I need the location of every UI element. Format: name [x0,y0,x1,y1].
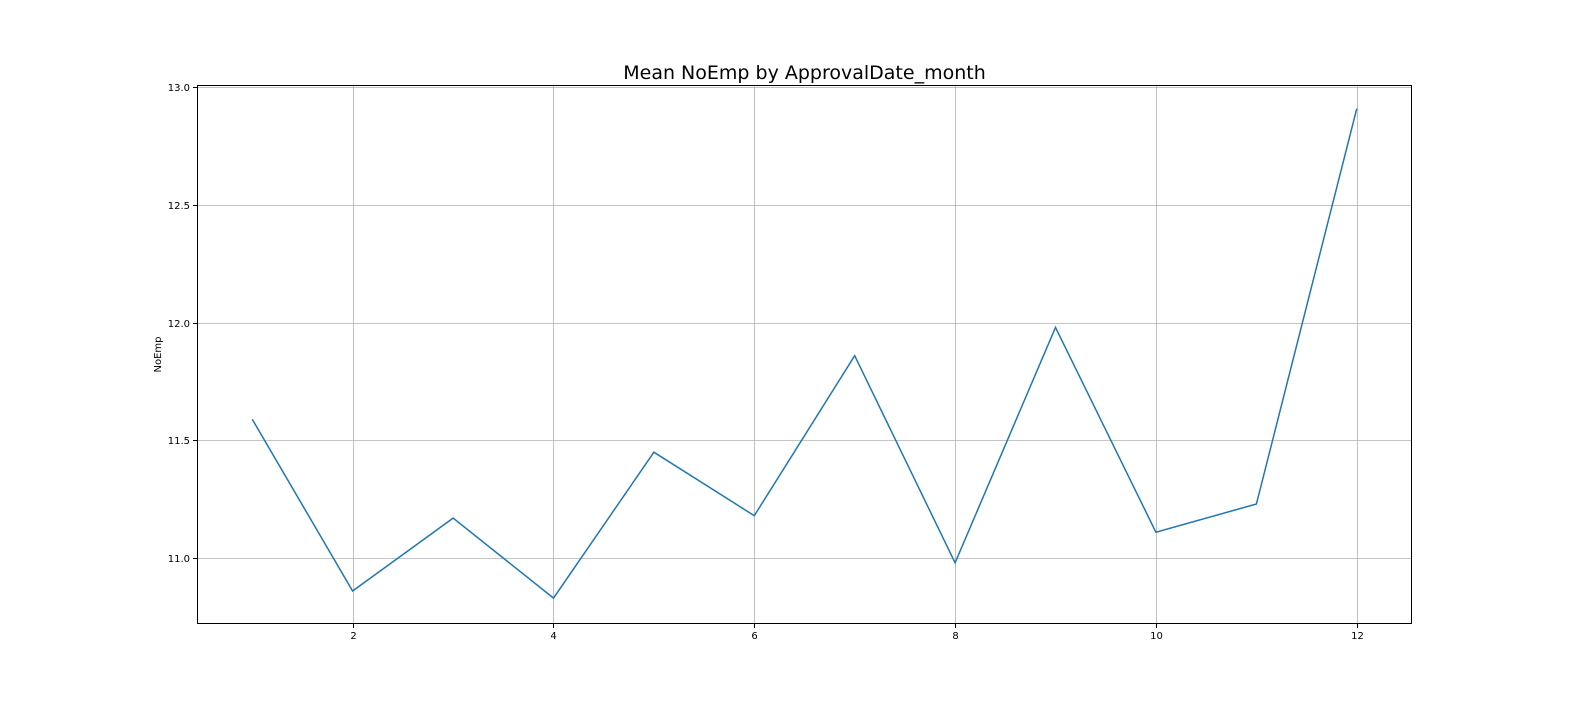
x-tick-label: 2 [350,631,356,642]
chart-title: Mean NoEmp by ApprovalDate_month [623,62,985,84]
y-tick-label: 11.0 [168,554,190,565]
y-tick-label: 13.0 [168,83,190,94]
plot-frame [197,85,1412,624]
ticks: 2 4 6 8 10 12 11.0 11.5 12.0 12.5 13.0 [168,83,1364,642]
x-tick-label: 12 [1351,631,1364,642]
plot-area [197,85,1412,624]
x-tick-label: 6 [751,631,757,642]
series-layer [251,108,1358,600]
grid-lines [197,85,1412,624]
y-axis-label: NoEmp [153,336,164,372]
x-tick-label: 8 [952,631,958,642]
y-tick-label: 11.5 [168,436,190,447]
y-tick-label: 12.0 [168,319,190,330]
x-tick-label: 4 [550,631,556,642]
y-tick-label: 12.5 [168,201,190,212]
x-tick-label: 10 [1150,631,1163,642]
series-line [251,108,1358,600]
